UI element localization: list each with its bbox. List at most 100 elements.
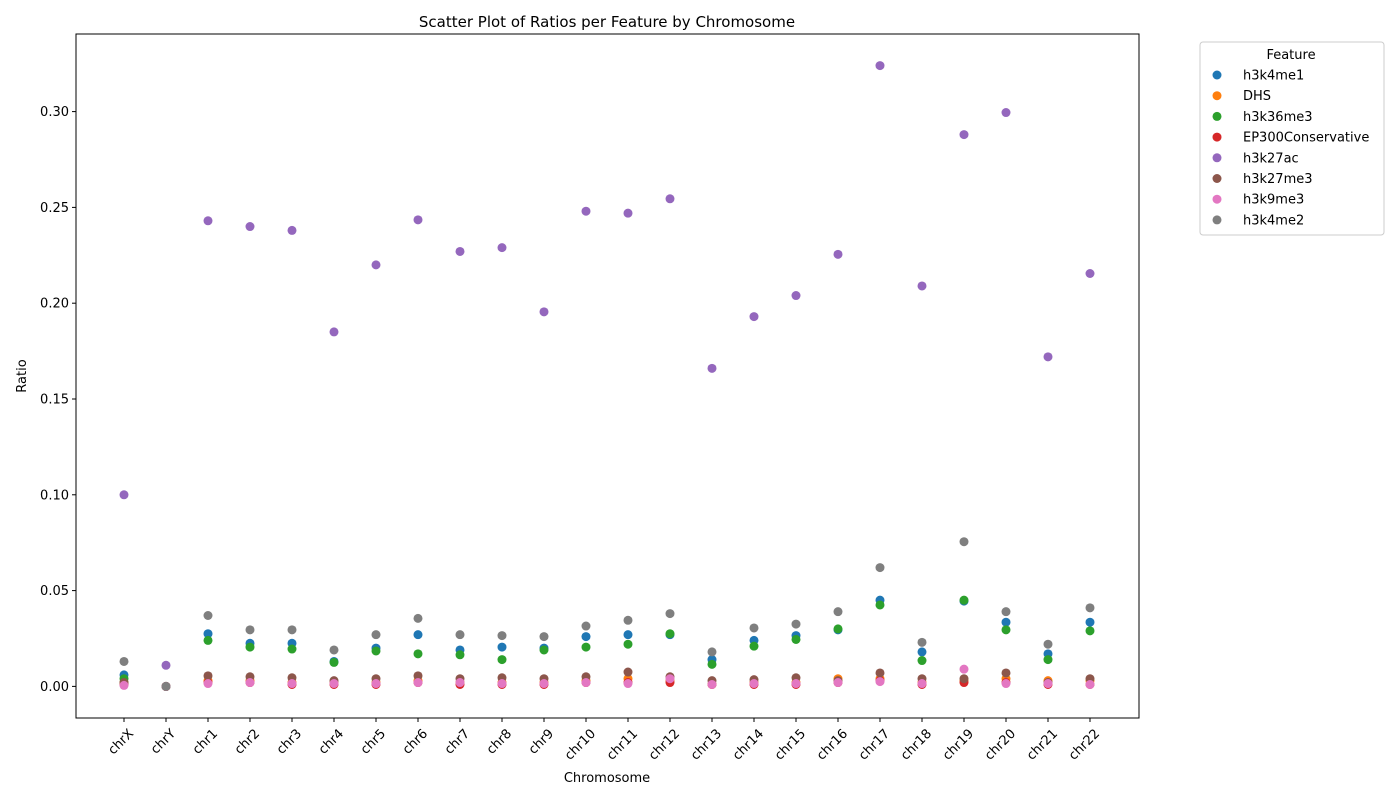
x-tick-label: chr14	[730, 726, 767, 763]
data-point	[245, 642, 255, 652]
legend-label: h3k4me1	[1243, 69, 1304, 84]
data-point	[917, 679, 927, 689]
legend-marker	[1212, 153, 1222, 163]
x-tick-label: chrY	[148, 726, 179, 757]
data-point	[707, 363, 717, 373]
x-tick-label: chr13	[688, 726, 725, 763]
data-point	[959, 130, 969, 140]
data-point	[371, 630, 381, 640]
data-point	[203, 635, 213, 645]
data-point	[119, 680, 129, 690]
data-point	[623, 639, 633, 649]
data-point	[749, 679, 759, 689]
data-point	[203, 610, 213, 620]
series-h3k4me1	[119, 595, 1095, 691]
data-point	[497, 679, 507, 689]
x-tick-label: chr5	[358, 726, 389, 757]
data-point	[119, 656, 129, 666]
data-point	[623, 667, 633, 677]
x-tick-label: chr17	[856, 726, 893, 763]
data-point	[287, 644, 297, 654]
data-point	[875, 668, 885, 678]
legend-label: DHS	[1243, 89, 1271, 104]
data-point	[581, 206, 591, 216]
x-tick-label: chr7	[442, 726, 473, 757]
x-tick-label: chr12	[646, 726, 683, 763]
data-point	[1043, 679, 1053, 689]
data-point	[875, 61, 885, 71]
data-point	[665, 194, 675, 204]
data-point	[581, 642, 591, 652]
data-point	[497, 642, 507, 652]
legend-marker	[1212, 215, 1222, 225]
data-point	[581, 632, 591, 642]
x-tick-label: chr21	[1024, 726, 1061, 763]
data-point	[1001, 617, 1011, 627]
data-point	[413, 671, 423, 681]
x-tick-label: chr11	[604, 726, 641, 763]
data-point	[203, 671, 213, 681]
data-point	[833, 678, 843, 688]
data-point	[329, 645, 339, 655]
legend-marker	[1212, 70, 1222, 80]
data-point	[833, 624, 843, 634]
series-EP300Conservative	[119, 676, 1095, 691]
x-tick-label: chr19	[940, 726, 977, 763]
legend: Feature h3k4me1 DHS h3k36me3 EP300Conservat…	[1199, 41, 1385, 236]
data-point	[959, 595, 969, 605]
data-point	[623, 208, 633, 218]
data-point	[287, 679, 297, 689]
data-point	[371, 260, 381, 270]
data-point	[1085, 268, 1095, 278]
data-point	[833, 607, 843, 617]
legend-label: h3k27ac	[1243, 151, 1299, 166]
series-h3k4me2	[119, 537, 1095, 691]
data-point	[623, 630, 633, 640]
data-point	[917, 281, 927, 291]
legend-item: h3k4me1	[1212, 69, 1304, 84]
legend-marker	[1212, 132, 1222, 142]
data-point	[413, 630, 423, 640]
data-point	[245, 678, 255, 688]
data-point	[749, 312, 759, 322]
data-point	[1085, 603, 1095, 613]
x-axis-label: Chromosome	[564, 771, 650, 786]
data-point	[707, 679, 717, 689]
legend-label: h3k36me3	[1243, 110, 1313, 125]
data-point	[791, 634, 801, 644]
plot-frame	[75, 33, 1140, 719]
data-point	[413, 649, 423, 659]
data-point	[371, 646, 381, 656]
legend-item: h3k4me2	[1212, 213, 1304, 228]
data-point	[161, 681, 171, 691]
data-point	[245, 625, 255, 635]
legend-label: h3k4me2	[1243, 213, 1304, 228]
data-point	[455, 678, 465, 688]
data-point	[371, 679, 381, 689]
data-point	[959, 537, 969, 547]
data-point	[287, 625, 297, 635]
data-point	[203, 629, 213, 639]
x-tick-label: chr16	[814, 726, 851, 763]
data-point	[455, 650, 465, 660]
data-point	[497, 655, 507, 665]
x-tick-label: chrX	[105, 726, 137, 758]
x-tick-label: chr9	[526, 726, 557, 757]
data-point	[875, 677, 885, 687]
data-point	[539, 307, 549, 317]
data-point	[119, 490, 129, 500]
legend-label: EP300Conservative	[1243, 131, 1369, 146]
data-point	[161, 660, 171, 670]
chart-title: Scatter Plot of Ratios per Feature by Ch…	[419, 13, 795, 31]
data-point	[329, 679, 339, 689]
data-point	[455, 630, 465, 640]
data-point	[665, 609, 675, 619]
y-tick-label: 0.30	[40, 105, 69, 120]
data-point	[749, 623, 759, 633]
data-points	[119, 61, 1095, 691]
data-point	[1001, 668, 1011, 678]
legend-item: h3k36me3	[1212, 110, 1313, 125]
x-tick-label: chr2	[232, 726, 263, 757]
